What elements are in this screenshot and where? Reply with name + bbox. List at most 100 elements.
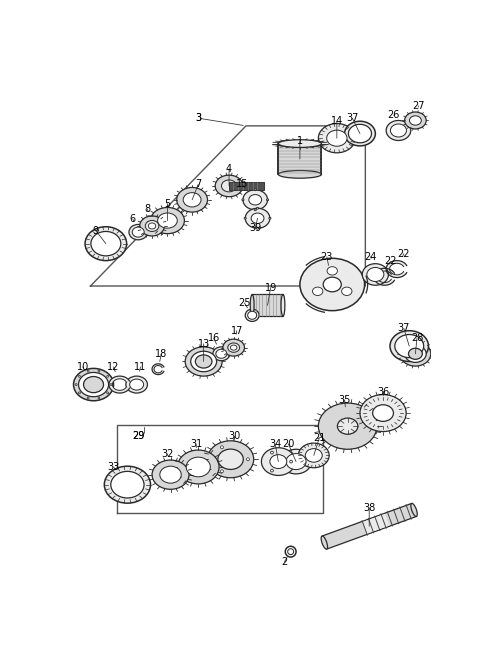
Text: 36: 36 — [377, 387, 389, 397]
Text: 25: 25 — [238, 298, 251, 308]
Ellipse shape — [126, 376, 147, 393]
Ellipse shape — [254, 189, 256, 191]
Circle shape — [87, 397, 89, 399]
Ellipse shape — [262, 448, 295, 475]
Ellipse shape — [79, 372, 108, 396]
Ellipse shape — [221, 180, 237, 192]
Ellipse shape — [278, 140, 322, 147]
Polygon shape — [152, 364, 164, 374]
Ellipse shape — [360, 395, 406, 432]
Bar — [252, 294, 283, 316]
Ellipse shape — [130, 379, 144, 390]
Text: 14: 14 — [331, 117, 343, 126]
Text: 39: 39 — [249, 223, 262, 233]
Text: 13: 13 — [198, 339, 210, 349]
Ellipse shape — [230, 345, 237, 350]
Text: 2: 2 — [281, 557, 288, 566]
Circle shape — [220, 446, 223, 449]
Text: 29: 29 — [132, 431, 144, 441]
Ellipse shape — [245, 309, 259, 322]
Ellipse shape — [300, 258, 365, 311]
Circle shape — [220, 470, 223, 473]
Text: 37: 37 — [397, 324, 410, 333]
Circle shape — [98, 370, 100, 372]
Ellipse shape — [248, 311, 257, 319]
Ellipse shape — [281, 449, 312, 474]
Ellipse shape — [183, 193, 201, 207]
Circle shape — [107, 392, 108, 394]
Ellipse shape — [367, 268, 384, 281]
Ellipse shape — [321, 536, 327, 549]
Text: 29: 29 — [132, 431, 144, 441]
Ellipse shape — [269, 217, 271, 219]
Text: 31: 31 — [190, 439, 202, 449]
Ellipse shape — [327, 267, 337, 275]
Circle shape — [246, 458, 250, 461]
Text: 10: 10 — [77, 362, 89, 372]
Ellipse shape — [111, 471, 144, 498]
Ellipse shape — [216, 350, 227, 358]
Text: 9: 9 — [93, 226, 99, 236]
Text: 6: 6 — [130, 214, 136, 224]
Ellipse shape — [256, 227, 259, 229]
Ellipse shape — [395, 335, 424, 357]
Text: 16: 16 — [207, 333, 220, 343]
Ellipse shape — [84, 376, 104, 393]
Ellipse shape — [409, 116, 421, 125]
Circle shape — [271, 451, 274, 454]
Polygon shape — [109, 376, 130, 393]
Ellipse shape — [195, 355, 212, 368]
Text: 23: 23 — [321, 252, 333, 262]
Ellipse shape — [318, 124, 355, 153]
Ellipse shape — [178, 450, 219, 484]
Circle shape — [289, 460, 292, 463]
Ellipse shape — [327, 130, 347, 146]
Ellipse shape — [249, 195, 262, 205]
Circle shape — [75, 383, 77, 385]
Text: 12: 12 — [108, 362, 120, 372]
Circle shape — [78, 392, 81, 394]
Ellipse shape — [250, 294, 254, 316]
Ellipse shape — [318, 403, 377, 449]
Ellipse shape — [104, 466, 151, 503]
Ellipse shape — [91, 232, 121, 256]
Text: 3: 3 — [195, 113, 201, 123]
Text: 3: 3 — [195, 113, 201, 123]
Ellipse shape — [405, 345, 426, 363]
Ellipse shape — [157, 213, 177, 228]
Text: 22: 22 — [384, 256, 397, 266]
Text: 27: 27 — [412, 101, 425, 111]
Circle shape — [271, 469, 274, 472]
Text: 26: 26 — [388, 110, 400, 120]
Ellipse shape — [228, 343, 240, 352]
Text: 8: 8 — [144, 204, 151, 214]
Ellipse shape — [73, 368, 114, 401]
Circle shape — [107, 376, 108, 378]
Ellipse shape — [218, 449, 243, 469]
Text: 19: 19 — [264, 283, 277, 292]
Text: 18: 18 — [155, 349, 168, 359]
Ellipse shape — [312, 287, 323, 296]
Ellipse shape — [400, 342, 431, 366]
Ellipse shape — [299, 443, 329, 467]
Ellipse shape — [305, 449, 322, 462]
Text: 24: 24 — [364, 252, 377, 262]
Ellipse shape — [286, 454, 306, 469]
Ellipse shape — [408, 348, 422, 359]
Ellipse shape — [256, 208, 259, 209]
Text: 11: 11 — [134, 362, 146, 372]
Ellipse shape — [281, 294, 285, 316]
Ellipse shape — [191, 352, 216, 372]
Ellipse shape — [348, 124, 372, 143]
Ellipse shape — [411, 503, 417, 516]
Ellipse shape — [213, 347, 230, 361]
Text: 15: 15 — [236, 180, 248, 189]
Circle shape — [110, 383, 112, 385]
Circle shape — [285, 546, 296, 557]
Ellipse shape — [362, 264, 388, 285]
Ellipse shape — [145, 221, 159, 232]
Text: 28: 28 — [411, 333, 423, 343]
Ellipse shape — [151, 208, 184, 234]
Circle shape — [78, 376, 81, 378]
Circle shape — [98, 397, 100, 399]
